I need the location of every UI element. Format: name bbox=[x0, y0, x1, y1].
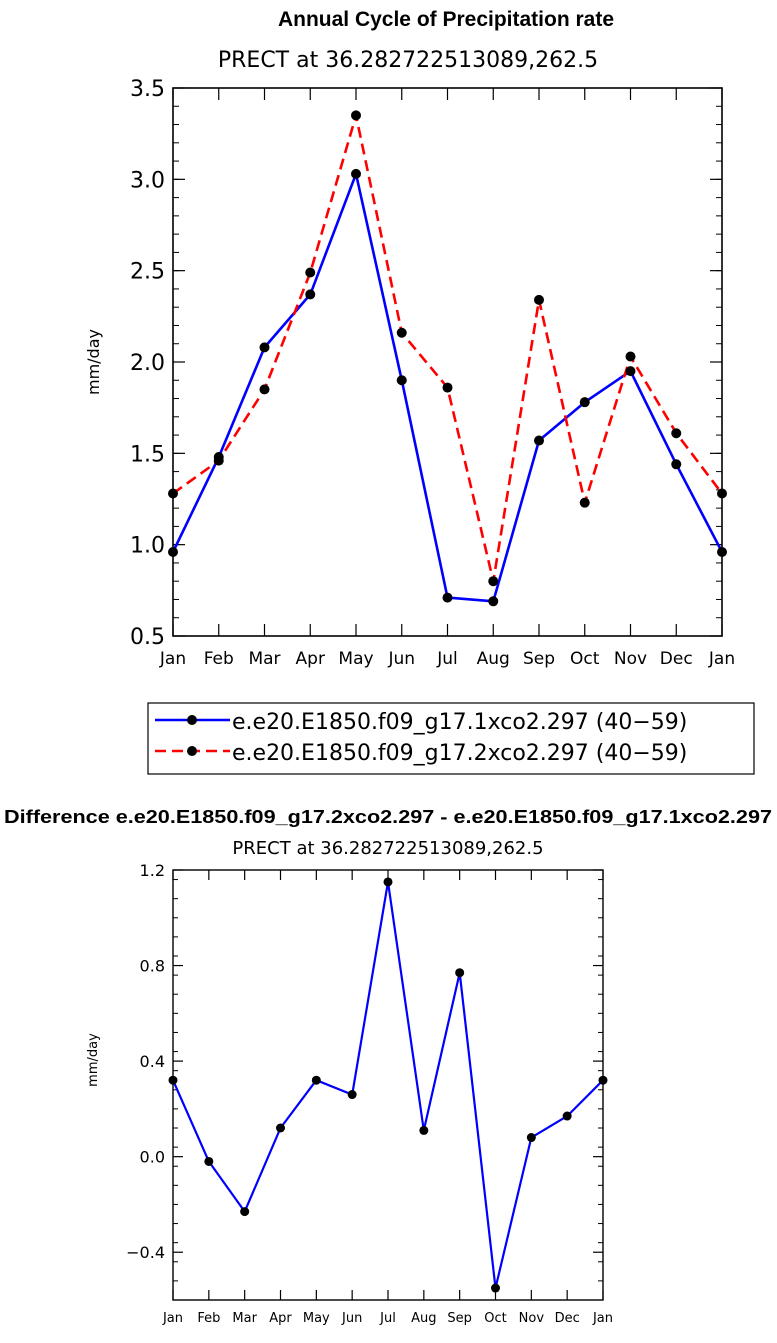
chart1-xtick-label: Aug bbox=[477, 649, 510, 669]
chart2-series-1-point bbox=[598, 1075, 608, 1085]
chart2-subtitle: PRECT at 36.282722513089,262.5 bbox=[232, 838, 543, 859]
chart1-xtick-label: Feb bbox=[204, 649, 234, 669]
chart2-xtick-label: Feb bbox=[197, 1311, 220, 1326]
legend-label-1: e.e20.E1850.f09_g17.1xco2.297 (40−59) bbox=[232, 710, 687, 735]
chart1-ytick-label: 2.5 bbox=[130, 260, 165, 285]
chart2-ytick-label: 0.8 bbox=[140, 957, 165, 976]
chart2-axes: −0.4 0.0 0.4 0.8 1.2 Jan Feb Mar Apr May Jun Jul Aug… bbox=[126, 861, 613, 1326]
chart2-xtick-label: May bbox=[303, 1311, 330, 1326]
chart1-title: Annual Cycle of Precipitation rate bbox=[278, 8, 614, 31]
chart2-series-1-point bbox=[240, 1207, 250, 1217]
chart1-series-2-point bbox=[442, 382, 453, 393]
chart1-xtick-label: Jan bbox=[159, 649, 186, 669]
chart2-series bbox=[168, 877, 608, 1293]
chart1-series-2-point bbox=[213, 455, 224, 466]
chart2-ytick-label: −0.4 bbox=[126, 1243, 165, 1262]
chart2-series-1-point bbox=[168, 1075, 178, 1085]
chart1-series-1-point bbox=[442, 592, 453, 603]
legend: e.e20.E1850.f09_g17.1xco2.297 (40−59) e.… bbox=[147, 702, 755, 775]
legend-box bbox=[147, 702, 755, 775]
chart1-xtick-label: May bbox=[338, 649, 373, 669]
chart1-series-1-point bbox=[625, 366, 636, 377]
chart1-series bbox=[168, 110, 727, 607]
chart2-series-1-point bbox=[347, 1090, 357, 1100]
chart1-series-2-point bbox=[671, 428, 682, 439]
chart2-series-1-point bbox=[562, 1111, 572, 1121]
chart1-ytick-label: 3.0 bbox=[130, 168, 165, 193]
chart1-xtick-label: Mar bbox=[248, 649, 280, 669]
chart1-series-2-point bbox=[717, 488, 727, 499]
chart1-series-1-point bbox=[717, 546, 727, 557]
chart1-ytick-label: 2.0 bbox=[130, 351, 165, 376]
chart1-series-1-point bbox=[488, 596, 499, 607]
chart2-xtick-label: Sep bbox=[447, 1311, 472, 1326]
chart1-series-1-point bbox=[351, 168, 361, 179]
chart1-series-1-point bbox=[671, 459, 682, 470]
chart2-xtick-label: Dec bbox=[555, 1311, 580, 1326]
chart1-xtick-label: Jan bbox=[708, 649, 735, 669]
chart1-ylabel: mm/day bbox=[84, 329, 103, 395]
chart1-series-2-point bbox=[625, 351, 636, 362]
chart2-title: Difference e.e20.E1850.f09_g17.2xco2.297… bbox=[4, 807, 772, 827]
chart1-series-2-point bbox=[488, 576, 499, 587]
chart1-series-1-point bbox=[396, 375, 407, 386]
chart1-series-1-point bbox=[259, 342, 270, 353]
chart2-series-1-point bbox=[204, 1156, 214, 1166]
chart2-series-1-point bbox=[276, 1123, 285, 1133]
chart1-axes: 0.5 1.0 1.5 2.0 2.5 3.0 3.5 Jan Feb Mar Apr May Jun J… bbox=[130, 77, 735, 669]
chart1-ytick-label: 0.5 bbox=[130, 625, 165, 650]
chart1-series-2-point bbox=[168, 488, 178, 499]
chart1-series-2-point bbox=[579, 497, 590, 508]
chart1-series-1-point bbox=[168, 546, 178, 557]
chart2-xtick-label: Nov bbox=[519, 1311, 545, 1326]
chart1-xtick-label: Oct bbox=[570, 649, 600, 669]
chart1-series-2-point bbox=[534, 294, 544, 305]
annual-cycle-chart: Annual Cycle of Precipitation rate PRECT… bbox=[84, 8, 735, 669]
chart1-xtick-label: Dec bbox=[660, 649, 693, 669]
chart1-series-2-point bbox=[259, 384, 270, 395]
chart2-series-1-point bbox=[491, 1283, 500, 1293]
chart2-xtick-label: Jan bbox=[162, 1311, 183, 1326]
chart1-series-2-point bbox=[351, 110, 361, 121]
chart1-xtick-label: Apr bbox=[296, 649, 325, 669]
difference-chart: Difference e.e20.E1850.f09_g17.2xco2.297… bbox=[4, 807, 772, 1326]
chart2-xtick-label: Mar bbox=[232, 1311, 257, 1326]
chart2-series-1-point bbox=[455, 968, 465, 978]
chart1-ytick-label: 1.5 bbox=[130, 442, 165, 467]
chart2-ytick-label: 0.4 bbox=[140, 1052, 165, 1071]
chart1-subtitle: PRECT at 36.282722513089,262.5 bbox=[218, 48, 598, 73]
chart1-series-1-point bbox=[534, 435, 544, 446]
legend-marker-2 bbox=[187, 746, 197, 756]
chart2-series-1-point bbox=[383, 877, 393, 887]
chart2-ylabel: mm/day bbox=[86, 1033, 101, 1087]
chart2-ytick-label: 0.0 bbox=[140, 1148, 165, 1167]
chart2-xtick-label: Oct bbox=[484, 1311, 506, 1326]
chart1-series-1-point bbox=[579, 397, 590, 408]
chart2-xtick-label: Apr bbox=[269, 1311, 292, 1326]
chart1-ytick-label: 1.0 bbox=[130, 534, 165, 559]
chart1-xtick-label: Sep bbox=[523, 649, 555, 669]
chart2-series-1-point bbox=[311, 1075, 321, 1085]
chart1-ytick-label: 3.5 bbox=[130, 77, 165, 102]
legend-marker-1 bbox=[187, 715, 197, 725]
chart2-xtick-label: Aug bbox=[411, 1311, 436, 1326]
chart2-xtick-label: Jan bbox=[592, 1311, 613, 1326]
chart1-series-1-point bbox=[305, 289, 316, 300]
chart2-series-1-point bbox=[526, 1133, 536, 1143]
chart1-xtick-label: Jul bbox=[436, 649, 458, 669]
chart2-series-1-point bbox=[419, 1125, 429, 1135]
chart1-xtick-label: Nov bbox=[614, 649, 647, 669]
chart2-ytick-label: 1.2 bbox=[140, 861, 165, 880]
chart1-xtick-label: Jun bbox=[387, 649, 415, 669]
chart1-series-2-point bbox=[396, 327, 407, 338]
chart2-xtick-label: Jul bbox=[379, 1311, 396, 1326]
chart1-series-2-point bbox=[305, 267, 316, 278]
legend-label-2: e.e20.E1850.f09_g17.2xco2.297 (40−59) bbox=[232, 741, 687, 766]
chart2-xtick-label: Jun bbox=[341, 1311, 362, 1326]
